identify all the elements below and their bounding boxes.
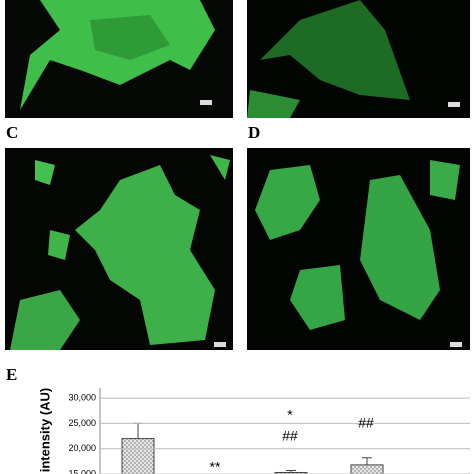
panel-label: E [6, 365, 17, 384]
panel-label: D [248, 123, 260, 142]
bar [121, 438, 155, 474]
panel-label: C [6, 123, 18, 142]
micrograph-d [247, 148, 470, 350]
micrograph-a [5, 0, 233, 118]
significance-label: ## [282, 428, 298, 444]
micrograph-c [5, 148, 233, 350]
bar [350, 464, 384, 474]
error-bar [286, 469, 296, 473]
y-tick-label: 15,000 [68, 468, 96, 474]
bars [121, 422, 384, 474]
error-bar [362, 457, 372, 465]
significance-label: ## [358, 415, 374, 431]
plot [121, 422, 384, 474]
error-bar [133, 422, 143, 439]
significance-label: ** [210, 459, 221, 474]
significance-label: * [287, 407, 293, 423]
y-tick-label: 20,000 [68, 443, 96, 453]
y-axis-label: intensity (AU) [37, 388, 52, 473]
y-tick-label: 25,000 [68, 418, 96, 428]
y-tick-label: 30,000 [68, 392, 96, 402]
micrograph-b [247, 0, 470, 118]
